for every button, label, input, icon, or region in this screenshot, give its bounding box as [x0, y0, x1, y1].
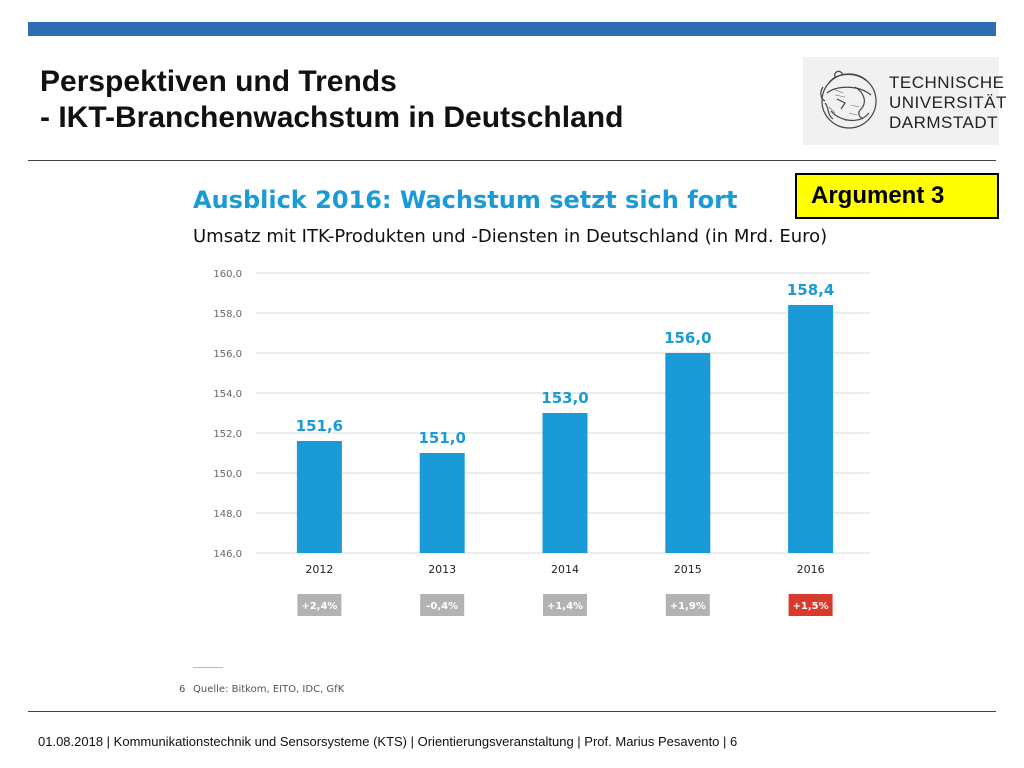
growth-label: +2,4% [301, 601, 337, 612]
x-tick-label: 2015 [674, 563, 702, 576]
growth-label: -0,4% [426, 601, 458, 612]
y-tick-label: 152,0 [213, 429, 242, 440]
growth-badge [543, 594, 587, 616]
top-accent-bar [28, 22, 996, 36]
growth-label: +1,4% [547, 601, 583, 612]
chart-title: Ausblick 2016: Wachstum setzt sich fort [193, 186, 738, 214]
bar-2013 [419, 453, 465, 553]
y-tick-label: 156,0 [213, 349, 242, 360]
bar-value-label: 153,0 [541, 389, 588, 407]
x-tick-label: 2016 [797, 563, 825, 576]
growth-label: +1,5% [793, 601, 829, 612]
logo-line3: DARMSTADT [889, 113, 999, 132]
y-tick-label: 148,0 [213, 509, 242, 520]
slide-title: Perspektiven und Trends - IKT-Branchenwa… [40, 64, 780, 136]
y-tick-label: 146,0 [213, 549, 242, 560]
logo-wordmark: TECHNISCHE UNIVERSITÄT DARMSTADT [889, 73, 1007, 133]
x-tick-label: 2013 [428, 563, 456, 576]
growth-badge [420, 594, 465, 616]
y-tick-label: 150,0 [213, 469, 242, 480]
bar-2015 [665, 353, 711, 553]
source-divider [193, 667, 223, 668]
bar-value-label: 158,4 [787, 281, 834, 299]
footer-divider [28, 711, 996, 712]
growth-badge [788, 594, 833, 616]
athena-head-icon [820, 70, 877, 129]
bar-value-label: 151,6 [296, 417, 343, 435]
bar-value-label: 156,0 [664, 329, 711, 347]
bar-chart: 146,0 148,0 150,0 152,0 154,0 156,0 158,0 160,0… [213, 269, 870, 616]
chart-subtitle: Umsatz mit ITK-Produkten und -Diensten i… [193, 226, 828, 247]
growth-label: +1,9% [670, 601, 706, 612]
bar-2012 [296, 441, 342, 553]
argument-label: Argument 3 [795, 173, 999, 219]
growth-badge [665, 594, 710, 616]
title-divider [28, 160, 996, 161]
slide-title-line2: - IKT-Branchenwachstum in Deutschland [40, 101, 624, 134]
growth-badge [297, 594, 342, 616]
logo-line2: UNIVERSITÄT [889, 93, 1007, 112]
footer-text: 01.08.2018 | Kommunikationstechnik und S… [38, 734, 738, 749]
slide-title-line1: Perspektiven und Trends [40, 65, 397, 98]
university-logo: TECHNISCHE UNIVERSITÄT DARMSTADT [803, 57, 1006, 145]
bar-2014 [542, 413, 588, 553]
x-tick-label: 2014 [551, 563, 579, 576]
y-tick-label: 158,0 [213, 309, 242, 320]
y-tick-label: 160,0 [213, 269, 242, 280]
source-note: 6 Quelle: Bitkom, EITO, IDC, GfK [179, 684, 344, 695]
bar-2016 [788, 305, 834, 553]
bar-value-label: 151,0 [418, 429, 465, 447]
y-tick-label: 154,0 [213, 389, 242, 400]
logo-line1: TECHNISCHE [889, 73, 1005, 92]
source-page-number: 6 [179, 684, 186, 695]
x-tick-label: 2012 [305, 563, 333, 576]
source-text: Quelle: Bitkom, EITO, IDC, GfK [193, 684, 345, 695]
